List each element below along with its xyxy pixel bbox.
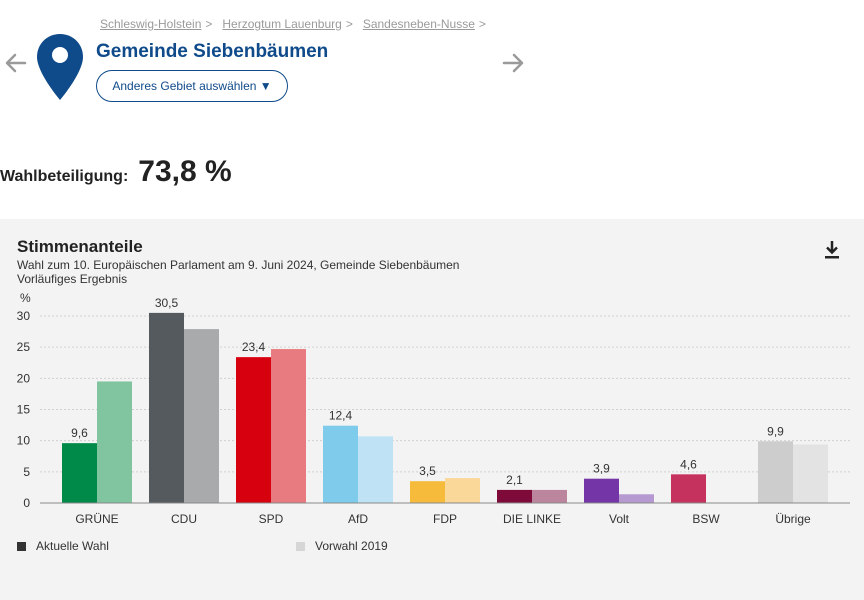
data-label: 9,9 — [767, 424, 784, 438]
x-tick-label: BSW — [692, 512, 720, 526]
bar-current — [758, 441, 793, 503]
y-axis-unit: % — [20, 291, 31, 305]
bar-current — [671, 474, 706, 503]
bar-previous — [271, 349, 306, 503]
location-pin-icon — [37, 34, 83, 100]
bar-previous — [184, 329, 219, 503]
bar-current — [323, 425, 358, 503]
bar-current — [149, 312, 184, 503]
arrow-left-icon[interactable] — [3, 50, 29, 76]
breadcrumb-item-office[interactable]: Sandesneben-Nusse — [362, 17, 475, 31]
download-icon[interactable] — [822, 239, 842, 261]
y-tick-label: 30 — [17, 309, 31, 323]
data-label: 2,1 — [506, 473, 523, 487]
bar-chart: % 0 5 10 15 20 25 30 9,6 GRÜNE 30,5 CDU 23,4 SPD 12,4 A… — [17, 291, 850, 526]
data-label: 30,5 — [155, 296, 179, 310]
y-tick-label: 0 — [23, 496, 30, 510]
legend-item-current: Aktuelle Wahl — [17, 539, 109, 553]
bar-previous — [793, 444, 828, 503]
bar-current — [497, 489, 532, 503]
y-tick-label: 25 — [17, 340, 31, 354]
bar-current — [62, 443, 97, 503]
x-tick-label: FDP — [433, 512, 457, 526]
x-tick-label: Volt — [609, 512, 630, 526]
legend-swatch-previous — [296, 541, 305, 551]
y-tick-label: 10 — [17, 434, 31, 448]
breadcrumb-item-state[interactable]: Schleswig-Holstein — [100, 17, 202, 31]
legend-label-previous: Vorwahl 2019 — [315, 539, 388, 553]
x-tick-label: GRÜNE — [75, 512, 118, 526]
breadcrumb-separator: > — [478, 17, 486, 31]
x-tick-label: Übrige — [775, 512, 811, 526]
header: Schleswig-Holstein > Herzogtum Lauenburg > S… — [0, 0, 864, 220]
data-label: 3,9 — [593, 462, 610, 476]
chart-title: Stimmenanteile — [17, 237, 143, 256]
data-label: 12,4 — [329, 409, 353, 423]
chart-note: Vorläufiges Ergebnis — [17, 272, 128, 286]
x-tick-label: SPD — [259, 512, 284, 526]
turnout-label: Wahlbeteiligung: — [0, 168, 129, 185]
data-label: 9,6 — [71, 426, 88, 440]
breadcrumb: Schleswig-Holstein > Herzogtum Lauenburg > S… — [100, 17, 496, 31]
bar-previous — [97, 381, 132, 503]
arrow-right-icon[interactable] — [500, 50, 526, 76]
bar-previous — [619, 494, 654, 503]
bar-current — [410, 481, 445, 503]
legend-item-previous: Vorwahl 2019 — [296, 539, 388, 553]
data-label: 4,6 — [680, 457, 697, 471]
y-tick-label: 15 — [17, 403, 31, 417]
chart-panel: Stimmenanteile Wahl zum 10. Europäischen… — [0, 219, 864, 600]
legend-label-current: Aktuelle Wahl — [36, 539, 109, 553]
page-title: Gemeinde Siebenbäumen — [96, 41, 329, 62]
breadcrumb-item-district[interactable]: Herzogtum Lauenburg — [222, 17, 342, 31]
legend-swatch-current — [17, 541, 26, 551]
bar-previous — [358, 436, 393, 503]
x-tick-label: AfD — [348, 512, 368, 526]
bar-current — [584, 478, 619, 503]
turnout: Wahlbeteiligung: 73,8 % — [0, 155, 232, 189]
breadcrumb-separator: > — [205, 17, 213, 31]
turnout-value: 73,8 % — [138, 155, 232, 188]
y-tick-label: 20 — [17, 371, 31, 385]
bar-current — [236, 357, 271, 503]
y-tick-label: 5 — [23, 465, 30, 479]
select-area-button[interactable]: Anderes Gebiet auswählen ▼ — [96, 70, 288, 102]
data-label: 3,5 — [419, 464, 436, 478]
chart-subtitle: Wahl zum 10. Europäischen Parlament am 9… — [17, 258, 460, 272]
bar-previous — [532, 489, 567, 503]
x-tick-label: DIE LINKE — [503, 512, 561, 526]
data-label: 23,4 — [242, 340, 266, 354]
bar-previous — [445, 478, 480, 503]
breadcrumb-separator: > — [345, 17, 353, 31]
x-tick-label: CDU — [171, 512, 197, 526]
